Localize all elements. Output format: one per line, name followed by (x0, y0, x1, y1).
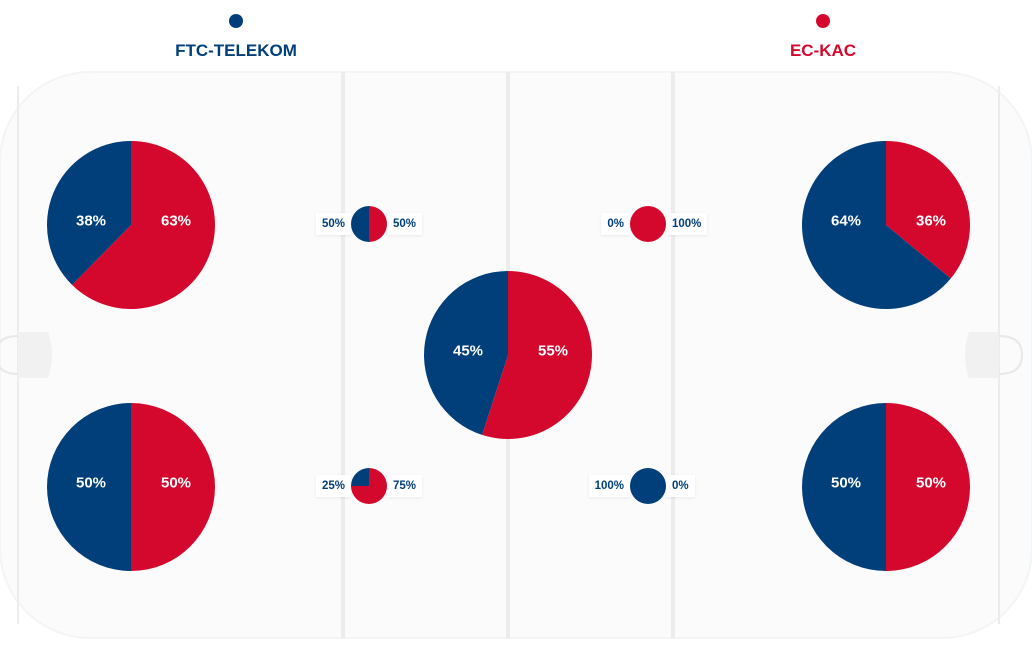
home-percent-label: 50% (830, 474, 862, 492)
team-away-name: EC-KAC (789, 41, 857, 60)
team-home-dot (229, 14, 243, 28)
away-percent-label: 50% (160, 474, 192, 492)
team-home-legend: FTC-TELEKOM (136, 12, 336, 61)
pie-slice-away (482, 271, 593, 439)
home-percent-label: 25% (315, 475, 351, 497)
home-percent-label: 0% (601, 213, 630, 235)
pie-slice-away (630, 206, 666, 242)
home-percent-label: 45% (452, 342, 484, 360)
pie-slice-home (47, 141, 132, 285)
away-percent-label: 100% (666, 213, 708, 235)
home-percent-label: 38% (75, 212, 107, 230)
away-percent-label: 75% (387, 475, 423, 497)
home-percent-label: 100% (588, 475, 630, 497)
pie-slice-home (424, 271, 508, 435)
goal-net-left (0, 335, 19, 375)
pie-slice-away (886, 403, 970, 571)
pie-slice-away (886, 141, 970, 279)
away-percent-label: 50% (915, 474, 947, 492)
team-away-legend: EC-KAC (723, 12, 923, 61)
pie-slice-home (630, 468, 666, 504)
pie-slice-home (47, 403, 131, 571)
goal-crease-left (18, 332, 52, 378)
team-away-dot (816, 14, 830, 28)
away-percent-label: 55% (537, 342, 569, 360)
pie-slice-away (131, 403, 215, 571)
pie-slice-home (801, 141, 951, 310)
home-percent-label: 50% (315, 213, 351, 235)
goal-net-right (998, 335, 1024, 375)
team-home-name: FTC-TELEKOM (175, 41, 297, 60)
pie-slice-away (72, 141, 216, 309)
pie-slice-away (369, 206, 387, 242)
home-percent-label: 50% (75, 474, 107, 492)
away-percent-label: 50% (387, 213, 423, 235)
pie-slice-home (351, 468, 369, 486)
away-percent-label: 63% (160, 212, 192, 230)
home-percent-label: 64% (830, 212, 862, 230)
pie-slice-home (802, 403, 886, 571)
pie-slice-home (351, 206, 369, 242)
goal-crease-right (965, 332, 999, 378)
pie-layer (47, 141, 970, 571)
away-percent-label: 36% (915, 212, 947, 230)
away-percent-label: 0% (666, 475, 695, 497)
